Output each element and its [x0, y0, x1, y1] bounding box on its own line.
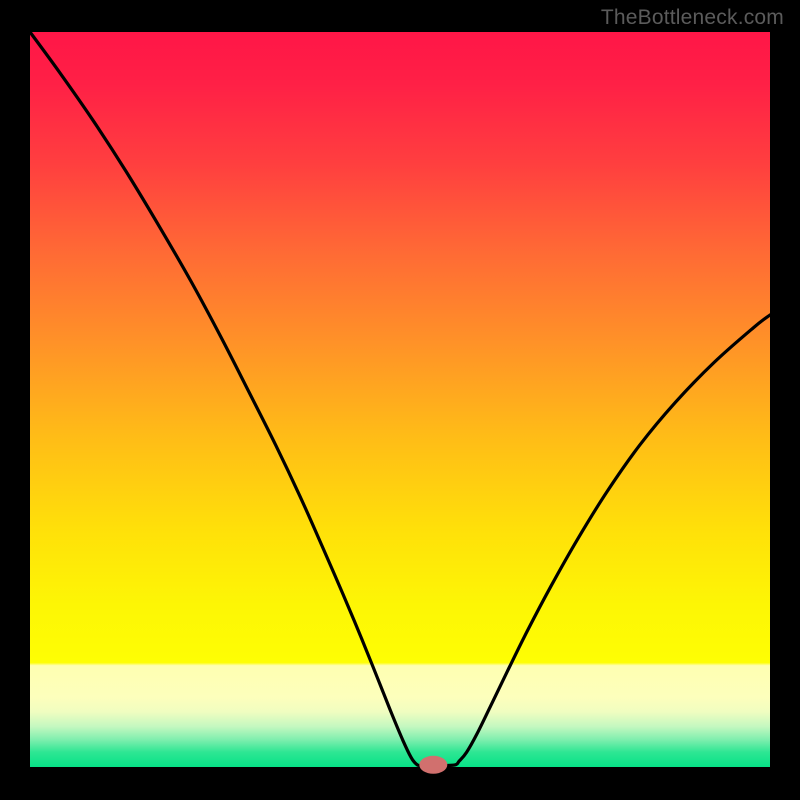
- optimal-marker: [419, 756, 447, 774]
- attribution-text: TheBottleneck.com: [601, 6, 784, 30]
- plot-background: [30, 32, 770, 767]
- chart-svg: [0, 0, 800, 800]
- chart-canvas: TheBottleneck.com: [0, 0, 800, 800]
